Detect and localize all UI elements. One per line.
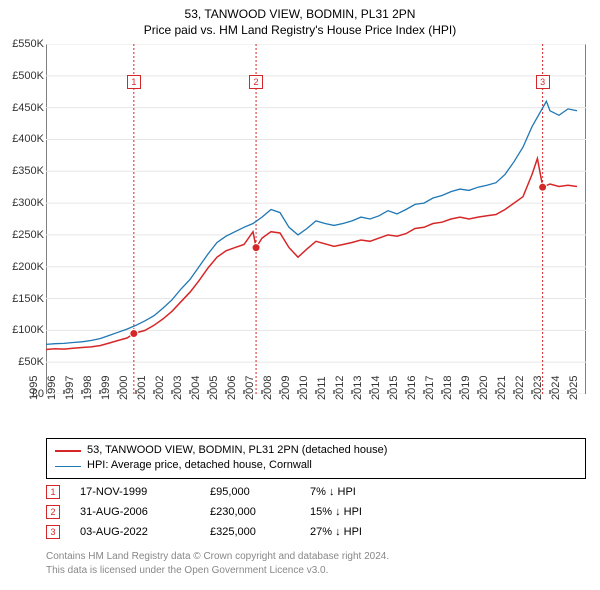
legend-swatch (55, 466, 81, 467)
sale-marker-2: 2 (249, 75, 263, 89)
sale-price: £230,000 (210, 506, 310, 518)
x-axis-label: 2022 (514, 376, 526, 400)
x-axis-label: 2004 (190, 376, 202, 400)
x-axis-label: 2001 (136, 376, 148, 400)
legend-label: HPI: Average price, detached house, Corn… (87, 458, 312, 473)
sale-marker-3: 3 (536, 75, 550, 89)
x-axis-label: 2016 (406, 376, 418, 400)
legend-swatch (55, 450, 81, 452)
x-axis-label: 2024 (550, 376, 562, 400)
y-axis-label: £500K (12, 70, 44, 82)
x-axis-label: 2006 (226, 376, 238, 400)
sale-row-marker: 2 (46, 505, 60, 519)
y-axis-label: £100K (12, 324, 44, 336)
x-axis-label: 2005 (208, 376, 220, 400)
page-subtitle: Price paid vs. HM Land Registry's House … (0, 22, 600, 38)
page-title: 53, TANWOOD VIEW, BODMIN, PL31 2PN (0, 6, 600, 22)
x-axis-label: 1999 (100, 376, 112, 400)
legend-label: 53, TANWOOD VIEW, BODMIN, PL31 2PN (deta… (87, 443, 387, 458)
sales-table: 1 17-NOV-1999£95,0007% ↓ HPI 2 31-AUG-2006£… (46, 482, 430, 542)
y-axis-label: £550K (12, 38, 44, 50)
x-axis-label: 2023 (532, 376, 544, 400)
legend: 53, TANWOOD VIEW, BODMIN, PL31 2PN (deta… (46, 438, 586, 479)
sale-date: 03-AUG-2022 (80, 526, 210, 538)
sale-delta: 15% ↓ HPI (310, 506, 430, 518)
sale-row-marker: 1 (46, 485, 60, 499)
x-axis-label: 2002 (154, 376, 166, 400)
sale-row: 2 31-AUG-2006£230,00015% ↓ HPI (46, 502, 430, 522)
sale-delta: 7% ↓ HPI (310, 486, 430, 498)
sale-delta: 27% ↓ HPI (310, 526, 430, 538)
x-axis-label: 2014 (370, 376, 382, 400)
sale-marker-1: 1 (127, 75, 141, 89)
y-axis-label: £350K (12, 165, 44, 177)
x-axis-label: 2012 (334, 376, 346, 400)
sale-row: 1 17-NOV-1999£95,0007% ↓ HPI (46, 482, 430, 502)
x-axis-label: 2021 (496, 376, 508, 400)
x-axis-label: 1996 (46, 376, 58, 400)
y-axis-label: £450K (12, 102, 44, 114)
x-axis-label: 2003 (172, 376, 184, 400)
price-chart (46, 44, 586, 394)
sale-row-marker: 3 (46, 525, 60, 539)
footer-attribution: Contains HM Land Registry data © Crown c… (46, 550, 389, 577)
x-axis-label: 2019 (460, 376, 472, 400)
chart-svg (46, 44, 586, 394)
y-axis-label: £200K (12, 261, 44, 273)
x-axis-label: 2010 (298, 376, 310, 400)
x-axis-label: 2011 (316, 376, 328, 400)
footer-line2: This data is licensed under the Open Gov… (46, 564, 389, 578)
x-axis-label: 2020 (478, 376, 490, 400)
footer-line1: Contains HM Land Registry data © Crown c… (46, 550, 389, 564)
legend-item: HPI: Average price, detached house, Corn… (55, 458, 577, 473)
x-axis-label: 2018 (442, 376, 454, 400)
x-axis-label: 1998 (82, 376, 94, 400)
x-axis-label: 2007 (244, 376, 256, 400)
x-axis-label: 2017 (424, 376, 436, 400)
x-axis-label: 2008 (262, 376, 274, 400)
x-axis-label: 1995 (28, 376, 40, 400)
y-axis-label: £50K (18, 356, 44, 368)
sale-price: £95,000 (210, 486, 310, 498)
sale-row: 3 03-AUG-2022£325,00027% ↓ HPI (46, 522, 430, 542)
legend-item: 53, TANWOOD VIEW, BODMIN, PL31 2PN (deta… (55, 443, 577, 458)
x-axis-label: 2013 (352, 376, 364, 400)
sale-date: 17-NOV-1999 (80, 486, 210, 498)
x-axis-label: 2009 (280, 376, 292, 400)
y-axis-label: £300K (12, 197, 44, 209)
y-axis-label: £150K (12, 293, 44, 305)
sale-price: £325,000 (210, 526, 310, 538)
x-axis-label: 2015 (388, 376, 400, 400)
sale-date: 31-AUG-2006 (80, 506, 210, 518)
y-axis-label: £400K (12, 133, 44, 145)
x-axis-label: 2025 (568, 376, 580, 400)
x-axis-label: 1997 (64, 376, 76, 400)
y-axis-label: £250K (12, 229, 44, 241)
x-axis-label: 2000 (118, 376, 130, 400)
